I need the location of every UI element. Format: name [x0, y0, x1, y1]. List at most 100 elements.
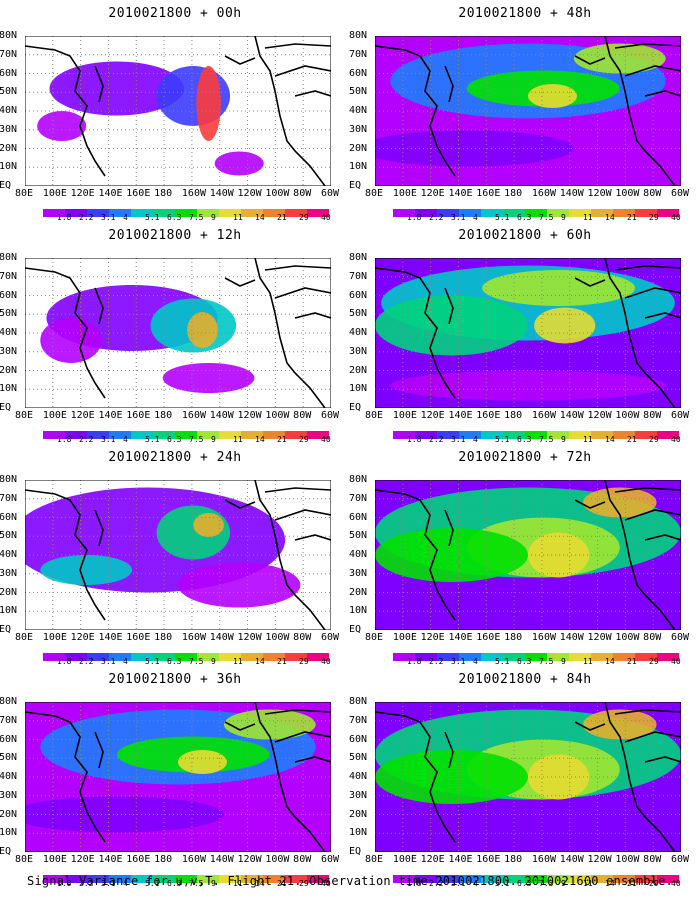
colorbar-swatch [547, 431, 569, 439]
latitude-label: 30N [0, 123, 18, 135]
colorbar-label: 1.8 [57, 657, 72, 666]
colorbar-swatch [43, 209, 65, 217]
latitude-label: 10N [0, 605, 18, 617]
variance-contour [187, 312, 218, 348]
colorbar-swatch [263, 875, 285, 883]
colorbar-label: 4 [123, 879, 128, 888]
longitude-label: 120W [237, 632, 262, 643]
longitude-label: 140W [559, 854, 584, 865]
colorbar-swatch [131, 431, 153, 439]
longitude-label: 80E [15, 632, 34, 643]
colorbar-label: 5.1 [495, 657, 510, 666]
latitude-label: EQ [349, 846, 362, 857]
colorbar-swatch [285, 653, 307, 661]
panel-title: 2010021800 + 24h [108, 450, 242, 465]
colorbar-label: 40 [321, 213, 331, 222]
colorbar-swatch [569, 209, 591, 217]
longitude-label: 160W [181, 632, 206, 643]
colorbar-label: 3.1 [101, 879, 116, 888]
colorbar-swatch [307, 653, 329, 661]
map-panel: 2010021800 + 72h 80N 70N 60N 50N 40N 30N 20N 10N… [349, 450, 695, 672]
colorbar-swatch [415, 653, 437, 661]
colorbar-label: 2.2 [79, 435, 94, 444]
colorbar-swatch [109, 431, 131, 439]
colorbar-label: 9 [211, 435, 216, 444]
colorbar-label: 1.8 [57, 213, 72, 222]
latitude-label: 30N [0, 789, 18, 801]
colorbar-label: 4 [123, 213, 128, 222]
colorbar-swatch [131, 653, 153, 661]
latitude-label: 50N [0, 530, 18, 542]
colorbar-label: 7.5 [539, 657, 554, 666]
latitude-label: 40N [349, 549, 368, 560]
colorbar-swatch [415, 209, 437, 217]
variance-map [25, 480, 331, 630]
colorbar-label: 6.3 [517, 435, 532, 444]
colorbar-swatch [43, 875, 65, 883]
latitude-label: 70N [0, 492, 18, 504]
longitude-label: 120W [237, 410, 262, 421]
variance-contour [583, 709, 657, 740]
map-panel: 2010021800 + 48h 80N 70N 60N 50N 40N 30N 20N 10N… [349, 6, 695, 228]
longitude-label: 80E [365, 410, 384, 421]
colorbar-label: 21 [627, 657, 637, 666]
colorbar-label: 3.1 [451, 435, 466, 444]
longitude-label: 100E [392, 410, 417, 421]
colorbar-swatch [307, 209, 329, 217]
colorbar-label: 1.8 [407, 213, 422, 222]
colorbar-label: 29 [649, 657, 659, 666]
longitude-label: 140E [448, 410, 473, 421]
variance-map [375, 258, 681, 408]
colorbar-swatch [175, 653, 197, 661]
longitude-label: 140W [209, 632, 234, 643]
longitude-label: 80E [15, 854, 34, 865]
longitude-label: 160E [476, 854, 501, 865]
colorbar-label: 1.8 [57, 435, 72, 444]
variance-contour [528, 532, 590, 578]
longitude-label: 140E [448, 854, 473, 865]
latitude-label: 50N [0, 752, 18, 764]
panel-title: 2010021800 + 12h [108, 228, 242, 243]
variance-contour [375, 295, 528, 356]
colorbar-label: 9 [211, 879, 216, 888]
colorbar-label: 6.3 [517, 213, 532, 222]
latitude-label: 30N [349, 123, 368, 135]
colorbar-swatch [241, 431, 263, 439]
variance-map [375, 36, 681, 186]
longitude-label: 80E [365, 854, 384, 865]
latitude-label: 60N [0, 733, 18, 745]
latitude-label: 80N [0, 30, 18, 41]
colorbar-swatch [65, 875, 87, 883]
variance-contour [193, 513, 224, 537]
colorbar-label: 9 [211, 657, 216, 666]
colorbar-label: 7.5 [539, 879, 554, 888]
colorbar-label: 3.1 [451, 879, 466, 888]
colorbar-swatch [197, 431, 219, 439]
colorbar [43, 646, 329, 661]
colorbar [43, 868, 329, 883]
colorbar-label: 21 [627, 213, 637, 222]
coastline [375, 258, 681, 408]
longitude-label: 160E [476, 632, 501, 643]
variance-contour [534, 307, 596, 344]
colorbar-label: 21 [277, 879, 287, 888]
panel-title: 2010021800 + 72h [458, 450, 592, 465]
latitude-label: 20N [349, 586, 368, 598]
longitude-label: 100W [265, 410, 290, 421]
latitude-label: 10N [0, 383, 18, 395]
coastline [25, 36, 331, 186]
colorbar-label: 40 [321, 657, 331, 666]
colorbar-swatch [591, 875, 613, 883]
colorbar-swatch [393, 653, 415, 661]
colorbar-swatch [459, 653, 481, 661]
longitude-label: 60W [671, 854, 690, 865]
coastline [25, 480, 331, 630]
colorbar-swatch [525, 431, 547, 439]
colorbar-label: 21 [627, 435, 637, 444]
latitude-label: 20N [0, 364, 18, 376]
latitude-label: 10N [349, 605, 368, 617]
colorbar-swatch [43, 431, 65, 439]
longitude-label: 180 [154, 188, 173, 199]
colorbar-label: 21 [277, 657, 287, 666]
colorbar-label: 1.8 [57, 879, 72, 888]
